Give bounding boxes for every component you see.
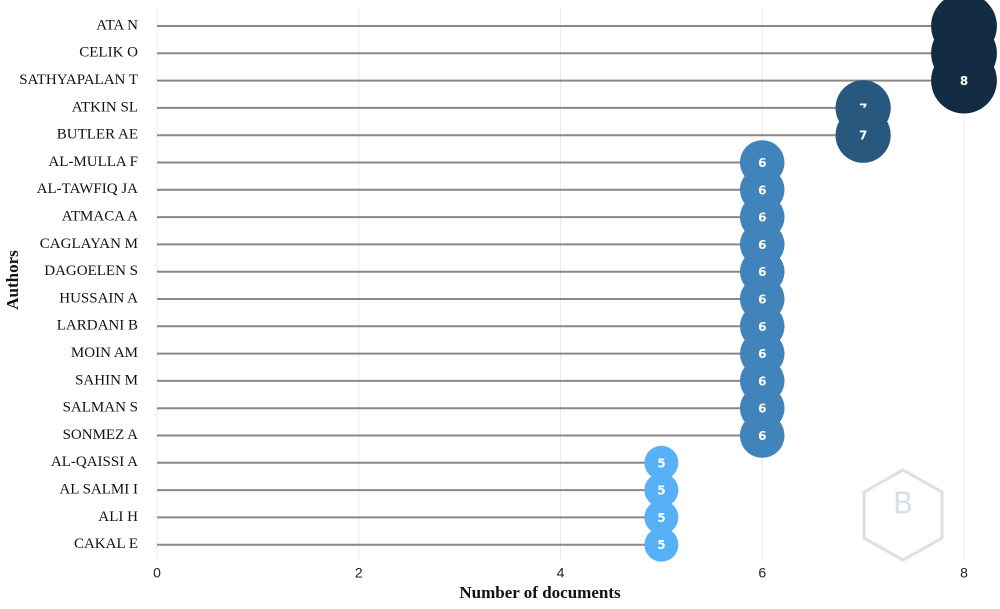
dot — [644, 527, 679, 562]
dot — [644, 473, 679, 508]
dot — [644, 500, 679, 535]
y-tick-label: CAGLAYAN M — [40, 236, 138, 252]
watermark: B — [862, 468, 944, 562]
dot — [739, 413, 785, 458]
value-label: 5 — [657, 456, 665, 470]
dot — [835, 107, 891, 163]
y-tick-label: LARDANI B — [57, 318, 138, 334]
y-tick-label: MOIN AM — [71, 345, 138, 361]
value-label: 6 — [758, 156, 766, 170]
value-label: 6 — [758, 374, 766, 388]
y-axis-title: Authors — [3, 250, 22, 310]
value-label: 6 — [758, 265, 766, 279]
y-tick-label: BUTLER AE — [57, 127, 138, 143]
x-tick-label: 8 — [960, 565, 968, 581]
value-label: 6 — [758, 238, 766, 252]
y-tick-label: SATHYAPALAN T — [19, 72, 138, 88]
value-label: 6 — [758, 402, 766, 416]
y-tick-label: CELIK O — [79, 45, 138, 61]
y-tick-label: AL SALMI I — [59, 482, 138, 498]
y-tick-label: SAHIN M — [75, 372, 138, 388]
x-tick-label: 0 — [153, 565, 161, 581]
value-label: 5 — [657, 484, 665, 498]
value-label: 6 — [758, 347, 766, 361]
svg-text:B: B — [893, 487, 914, 522]
y-tick-label: SONMEZ A — [63, 427, 139, 443]
value-label: 6 — [758, 320, 766, 334]
value-label: 6 — [758, 183, 766, 197]
y-tick-label: ATMACA A — [62, 209, 138, 225]
value-label: 5 — [657, 511, 665, 525]
value-label: 5 — [657, 538, 665, 552]
y-tick-label: HUSSAIN A — [59, 290, 138, 306]
x-tick-label: 2 — [355, 565, 363, 581]
y-tick-label: AL-TAWFIQ JA — [37, 181, 138, 197]
y-tick-label: AL-MULLA F — [48, 154, 138, 170]
x-axis-title: Number of documents — [459, 583, 621, 602]
value-label: 6 — [758, 293, 766, 307]
y-tick-label: DAGOELEN S — [44, 263, 138, 279]
value-label: 8 — [960, 74, 968, 88]
y-tick-label: AL-QAISSI A — [51, 454, 138, 470]
y-tick-label: SALMAN S — [63, 400, 138, 416]
x-tick-label: 6 — [758, 565, 766, 581]
value-label: 7 — [859, 129, 867, 143]
value-label: 6 — [758, 211, 766, 225]
y-tick-label: ALI H — [98, 509, 138, 525]
dot — [931, 47, 997, 114]
y-tick-label: ATKIN SL — [72, 99, 138, 115]
y-tick-label: ATA N — [96, 17, 138, 33]
y-tick-label: CAKAL E — [74, 536, 138, 552]
dot — [644, 445, 679, 480]
value-label: 6 — [758, 429, 766, 443]
x-tick-label: 4 — [557, 565, 565, 581]
